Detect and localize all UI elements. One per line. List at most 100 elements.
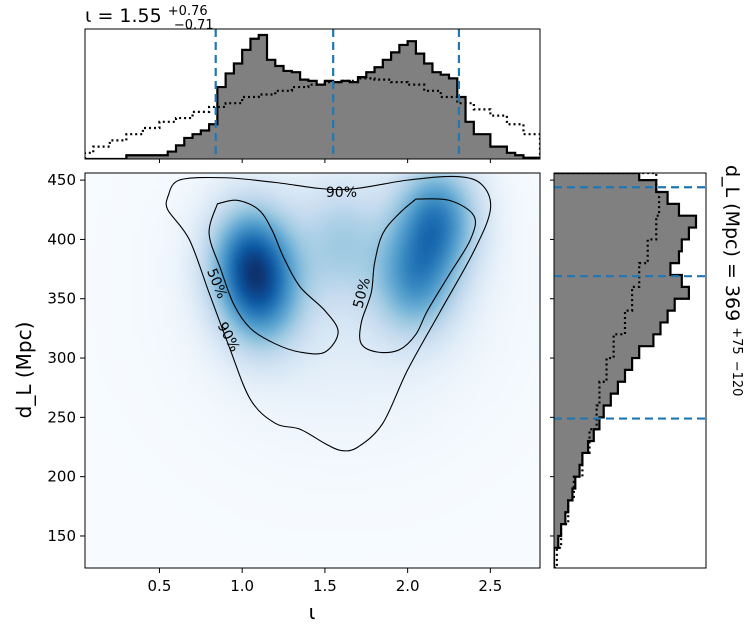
heatmap-cell [312,363,320,371]
heatmap-cell [422,310,430,319]
heatmap-cell [448,238,456,246]
heatmap-cell [227,337,235,345]
heatmap-cell [188,528,196,536]
heatmap-cell [409,462,417,470]
heatmap-cell [221,218,229,226]
heatmap-cell [331,422,339,431]
heatmap-cell [123,521,131,529]
heatmap-cell [162,317,170,325]
heatmap-cell [507,541,515,549]
heatmap-cell [455,357,463,365]
heatmap-cell [468,264,476,273]
heatmap-cell [442,554,450,562]
heatmap-cell [227,534,235,542]
heatmap-cell [149,304,157,312]
heatmap-cell [130,251,138,259]
heatmap-cell [247,475,255,483]
heatmap-cell [97,337,105,345]
heatmap-cell [253,278,261,286]
heatmap-cell [273,376,281,384]
heatmap-cell [377,225,385,233]
heatmap-cell [344,521,352,529]
heatmap-cell [468,468,476,477]
heatmap-cell [481,245,489,253]
heatmap-cell [533,370,540,378]
heatmap-cell [156,350,164,358]
heatmap-cell [507,310,515,319]
heatmap-cell [240,475,248,483]
heatmap-cell [383,429,391,437]
heatmap-cell [227,482,235,490]
heatmap-cell [325,554,333,562]
heatmap-cell [325,429,333,437]
heatmap-cell [338,317,346,325]
heatmap-cell [110,462,118,470]
heatmap-cell [305,179,313,187]
heatmap-cell [221,291,229,299]
heatmap-cell [221,508,229,516]
heatmap-cell [227,179,235,187]
heatmap-cell [91,403,99,411]
heatmap-cell [104,468,112,477]
heatmap-cell [331,173,339,180]
heatmap-cell [273,304,281,312]
heatmap-cell [461,468,469,477]
heatmap-cell [312,337,320,345]
heatmap-cell [461,357,469,365]
heatmap-cell [188,475,196,483]
heatmap-cell [208,515,216,523]
heatmap-cell [292,436,300,444]
heatmap-cell [299,495,307,503]
heatmap-cell [481,264,489,273]
heatmap-cell [383,337,391,345]
heatmap-cell [351,218,359,226]
heatmap-cell [123,212,131,220]
heatmap-cell [325,561,333,568]
heatmap-cell [318,528,326,536]
heatmap-cell [247,370,255,378]
heatmap-cell [279,357,287,365]
heatmap-cell [312,357,320,365]
heatmap-cell [104,278,112,286]
heatmap-cell [351,376,359,384]
heatmap-cell [533,324,540,332]
heatmap-cell [247,192,255,200]
heatmap-cell [292,297,300,305]
heatmap-cell [455,561,463,568]
heatmap-cell [85,317,92,325]
heatmap-cell [377,245,385,253]
heatmap-cell [331,330,339,338]
heatmap-cell [299,317,307,325]
heatmap-cell [117,547,125,556]
heatmap-cell [299,547,307,556]
heatmap-cell [442,455,450,463]
heatmap-cell [513,199,521,207]
heatmap-cell [104,554,112,562]
heatmap-cell [520,264,528,273]
heatmap-cell [377,501,385,510]
heatmap-cell [513,547,521,556]
heatmap-cell [208,317,216,325]
heatmap-cell [149,436,157,444]
heatmap-cell [117,383,125,391]
heatmap-cell [117,429,125,437]
heatmap-cell [260,218,268,226]
heatmap-cell [104,284,112,292]
heatmap-cell [351,501,359,510]
heatmap-cell [266,488,274,496]
heatmap-cell [104,343,112,352]
heatmap-cell [123,429,131,437]
heatmap-cell [299,337,307,345]
heatmap-cell [357,284,365,292]
heatmap-cell [520,515,528,523]
heatmap-cell [318,508,326,516]
heatmap-cell [416,173,424,180]
heatmap-cell [156,324,164,332]
heatmap-cell [364,337,372,345]
heatmap-cell [500,515,508,523]
heatmap-cell [461,258,469,266]
heatmap-cell [266,199,274,207]
heatmap-cell [364,403,372,411]
heatmap-cell [377,231,385,240]
heatmap-cell [260,245,268,253]
